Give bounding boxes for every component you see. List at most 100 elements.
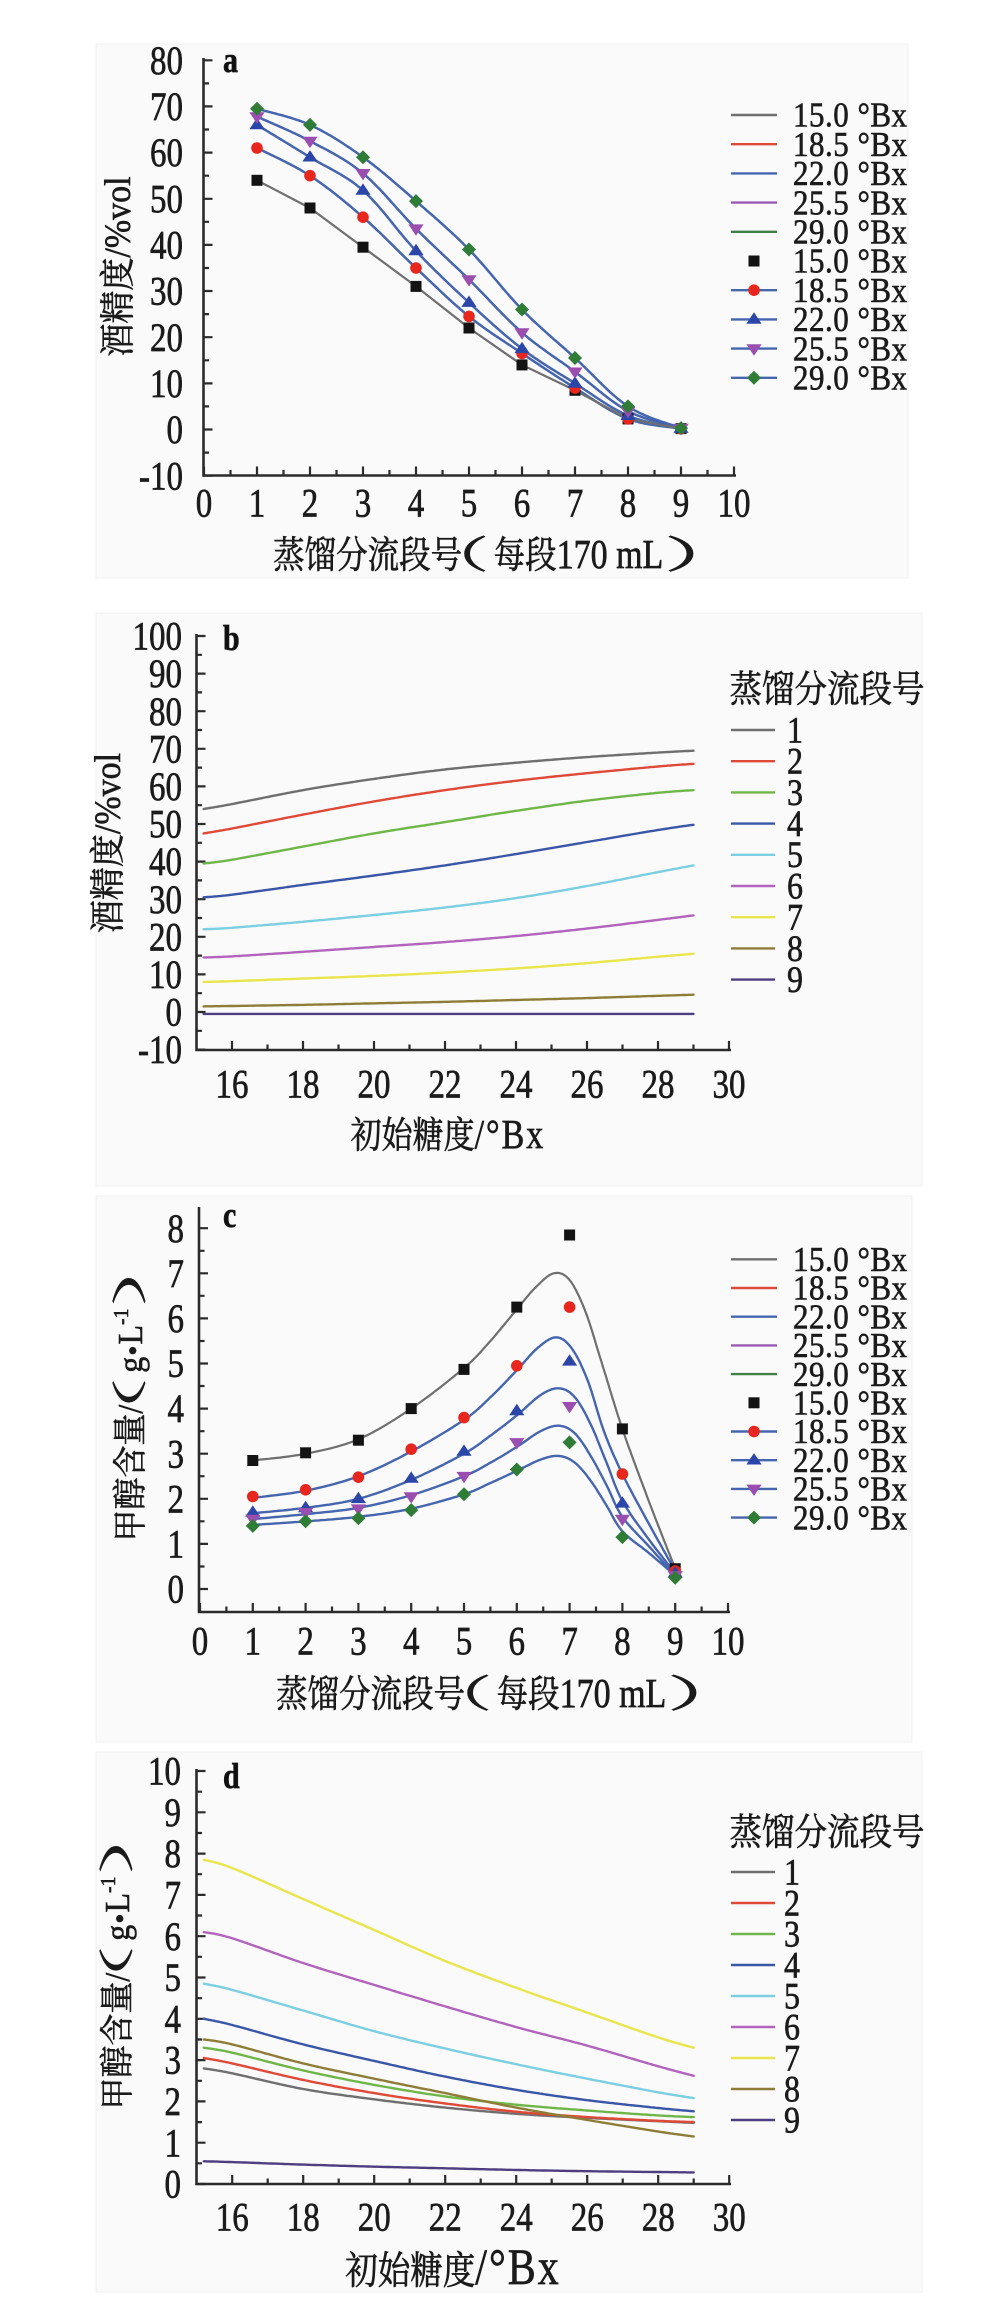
- svg-text:1: 1: [245, 1619, 262, 1664]
- svg-text:6: 6: [514, 481, 531, 526]
- svg-text:25.5 °Bx: 25.5 °Bx: [793, 1471, 908, 1509]
- svg-text:5: 5: [456, 1619, 473, 1664]
- svg-text:9: 9: [787, 960, 803, 1001]
- svg-text:30: 30: [149, 877, 182, 922]
- svg-text:7: 7: [561, 1619, 578, 1664]
- svg-text:-10: -10: [139, 453, 183, 498]
- svg-text:3: 3: [350, 1619, 367, 1664]
- svg-text:3: 3: [355, 481, 372, 526]
- svg-text:28: 28: [642, 1062, 675, 1107]
- svg-text:6: 6: [784, 2007, 800, 2048]
- svg-text:9: 9: [164, 1790, 181, 1835]
- svg-text:d: d: [223, 1757, 240, 1797]
- svg-text:1: 1: [249, 481, 266, 526]
- svg-text:30: 30: [713, 2195, 746, 2240]
- svg-text:20: 20: [150, 315, 183, 360]
- svg-text:2: 2: [784, 1883, 800, 1924]
- svg-text:1: 1: [164, 2120, 181, 2165]
- svg-text:/: /: [112, 1404, 150, 1414]
- svg-text:7: 7: [167, 1251, 184, 1296]
- svg-text:0: 0: [166, 407, 183, 452]
- svg-text:/°Bx: /°Bx: [475, 1113, 546, 1158]
- svg-text:15.0 °Bx: 15.0 °Bx: [793, 1385, 908, 1423]
- svg-text:80: 80: [150, 38, 183, 83]
- svg-text:170 mL: 170 mL: [560, 1672, 667, 1717]
- svg-text:29.0 °Bx: 29.0 °Bx: [793, 214, 908, 252]
- svg-text:2: 2: [787, 742, 803, 783]
- svg-text:20: 20: [358, 2195, 391, 2240]
- svg-text:70: 70: [149, 726, 182, 771]
- svg-text:5: 5: [167, 1341, 184, 1386]
- svg-text:10: 10: [148, 1749, 181, 1794]
- svg-text:0: 0: [167, 1567, 184, 1612]
- svg-text:40: 40: [149, 839, 182, 884]
- svg-text:7: 7: [784, 2038, 800, 2079]
- svg-text:4: 4: [167, 1386, 184, 1431]
- svg-text:60: 60: [149, 764, 182, 809]
- svg-text:8: 8: [614, 1619, 631, 1664]
- svg-text:6: 6: [167, 1296, 184, 1341]
- svg-text:30: 30: [713, 1062, 746, 1107]
- svg-text:-1: -1: [111, 1309, 134, 1325]
- svg-text:170 mL: 170 mL: [557, 533, 664, 578]
- svg-text:4: 4: [164, 1996, 181, 2041]
- svg-text:5: 5: [461, 481, 478, 526]
- svg-text:4: 4: [787, 804, 803, 845]
- svg-text:100: 100: [133, 614, 182, 659]
- svg-text:2: 2: [302, 481, 319, 526]
- svg-text:15.0 °Bx: 15.0 °Bx: [793, 97, 908, 135]
- svg-text:g: g: [112, 1356, 150, 1372]
- svg-text:/%vol: /%vol: [87, 753, 129, 834]
- svg-text:29.0 °Bx: 29.0 °Bx: [793, 1500, 908, 1538]
- svg-text:9: 9: [667, 1619, 684, 1664]
- svg-text:8: 8: [787, 929, 803, 970]
- svg-text:90: 90: [149, 651, 182, 696]
- svg-text:9: 9: [784, 2100, 800, 2141]
- svg-text:g: g: [99, 1924, 137, 1940]
- svg-text:22.0 °Bx: 22.0 °Bx: [793, 1442, 908, 1480]
- svg-text:22.0 °Bx: 22.0 °Bx: [793, 302, 908, 340]
- svg-text:0: 0: [196, 481, 213, 526]
- svg-text:25.5 °Bx: 25.5 °Bx: [793, 1328, 908, 1366]
- svg-text:10: 10: [149, 952, 182, 997]
- svg-text:15.0 °Bx: 15.0 °Bx: [793, 243, 908, 281]
- svg-text:c: c: [223, 1196, 236, 1236]
- svg-text:4: 4: [784, 1945, 800, 1986]
- svg-text:3: 3: [164, 2038, 181, 2083]
- svg-text:6: 6: [787, 866, 803, 907]
- svg-text:9: 9: [673, 481, 690, 526]
- svg-text:18: 18: [287, 2195, 320, 2240]
- svg-text:29.0 °Bx: 29.0 °Bx: [793, 360, 908, 398]
- svg-text:3: 3: [167, 1431, 184, 1476]
- svg-text:20: 20: [358, 1062, 391, 1107]
- svg-text:28: 28: [642, 2195, 675, 2240]
- svg-text:0: 0: [164, 2162, 181, 2207]
- svg-text:18.5 °Bx: 18.5 °Bx: [793, 272, 908, 310]
- svg-text:25.5 °Bx: 25.5 °Bx: [793, 185, 908, 223]
- svg-text:-10: -10: [138, 1027, 182, 1072]
- svg-text:8: 8: [164, 1831, 181, 1876]
- svg-text:16: 16: [216, 2195, 249, 2240]
- svg-text:7: 7: [567, 481, 584, 526]
- svg-text:22: 22: [429, 1062, 462, 1107]
- svg-text:7: 7: [787, 898, 803, 939]
- svg-text:4: 4: [403, 1619, 420, 1664]
- svg-text:1: 1: [167, 1521, 184, 1566]
- svg-text:18.5 °Bx: 18.5 °Bx: [793, 126, 908, 164]
- svg-text:1: 1: [784, 1852, 800, 1893]
- svg-text:29.0 °Bx: 29.0 °Bx: [793, 1356, 908, 1394]
- svg-text:15.0 °Bx: 15.0 °Bx: [793, 1241, 908, 1279]
- svg-text:1: 1: [787, 710, 803, 751]
- svg-text:L: L: [112, 1325, 150, 1345]
- svg-text:26: 26: [571, 1062, 604, 1107]
- svg-text:3: 3: [787, 773, 803, 814]
- svg-text:L: L: [99, 1893, 137, 1913]
- svg-text:0: 0: [165, 990, 182, 1035]
- svg-text:5: 5: [164, 1955, 181, 2000]
- svg-text:30: 30: [150, 269, 183, 314]
- svg-text:2: 2: [167, 1476, 184, 1521]
- svg-text:24: 24: [500, 2195, 533, 2240]
- svg-text:26: 26: [571, 2195, 604, 2240]
- svg-text:70: 70: [150, 84, 183, 129]
- svg-text:10: 10: [718, 481, 751, 526]
